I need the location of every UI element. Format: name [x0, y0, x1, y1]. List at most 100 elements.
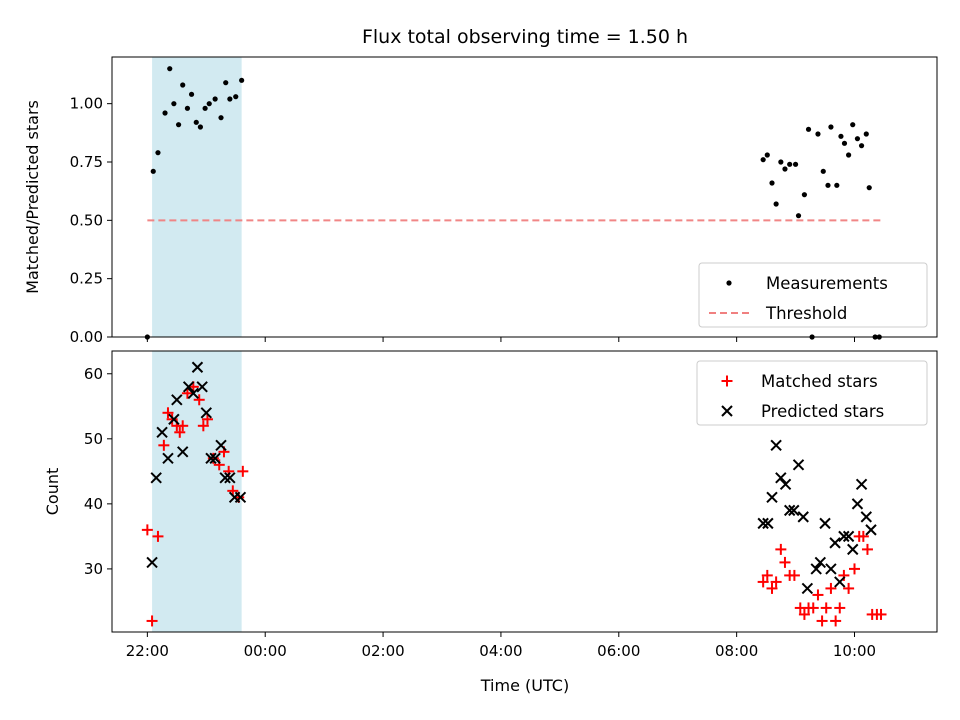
bottom-point	[191, 361, 204, 373]
bottom-point	[146, 556, 158, 569]
top-panel: 0.00 0.25 0.50 0.75 1.00 Matched/Predicted s…	[23, 56, 938, 346]
bottom-point	[171, 394, 183, 406]
bottom-point-b	[847, 543, 859, 556]
bottom-point-b	[834, 576, 846, 588]
bottom-point	[843, 582, 855, 594]
bottom-point	[829, 537, 841, 549]
bottom-plot-frame	[111, 350, 938, 633]
bottom-point-b	[168, 413, 180, 426]
bottom-point-b	[182, 381, 195, 393]
top-point	[212, 96, 218, 102]
top-y-tick-label: 0.25	[70, 270, 103, 288]
bottom-point-b	[162, 452, 174, 465]
bottom-legend-label: Matched stars	[761, 372, 878, 391]
bottom-point	[166, 413, 178, 425]
bottom-point	[830, 615, 842, 627]
top-point	[805, 126, 812, 132]
bottom-point	[847, 543, 859, 556]
top-point	[764, 152, 770, 158]
top-point	[233, 94, 239, 100]
bottom-legend-marker	[721, 405, 733, 417]
top-legend-box	[698, 262, 928, 328]
top-point	[792, 161, 799, 167]
x-tick-label: 06:00	[597, 642, 640, 660]
bottom-point	[788, 504, 800, 517]
bottom-point	[865, 524, 877, 536]
bottom-y-tick-label: 50	[84, 430, 103, 448]
bottom-point	[851, 498, 864, 510]
bottom-point-b	[200, 407, 212, 419]
bottom-point	[237, 465, 249, 477]
bottom-series-0	[141, 381, 887, 627]
bottom-point	[193, 394, 205, 406]
top-plot-frame	[111, 56, 938, 338]
bottom-point	[158, 439, 170, 451]
bottom-point-b	[234, 491, 247, 504]
bottom-point-b	[814, 556, 827, 569]
top-span-rect	[152, 57, 242, 337]
bottom-point	[779, 478, 792, 491]
top-legend-label: Threshold	[765, 304, 847, 323]
top-point	[850, 122, 856, 128]
chart-title: Flux total observing time = 1.50 h	[362, 26, 688, 48]
x-axis-label: Time (UTC)	[480, 676, 569, 695]
top-point	[795, 213, 802, 219]
bottom-point	[807, 602, 819, 614]
top-point	[167, 66, 173, 72]
bottom-point	[187, 387, 200, 399]
bottom-point-b	[757, 517, 769, 530]
bottom-point-b	[156, 426, 168, 439]
bottom-y-tick-label: 40	[84, 495, 103, 513]
bottom-point	[146, 615, 158, 627]
bottom-point-b	[177, 446, 189, 458]
bottom-point-b	[783, 504, 796, 517]
bottom-point-b	[209, 452, 221, 465]
x-tick-label: 02:00	[361, 642, 404, 660]
bottom-point	[209, 452, 221, 465]
bottom-y-tick-label: 60	[84, 365, 103, 383]
bottom-point-b	[196, 381, 208, 393]
bottom-point	[820, 602, 832, 614]
top-y-tick-label: 1.00	[70, 95, 103, 113]
bottom-point-b	[146, 556, 158, 569]
top-legend-label: Measurements	[766, 274, 888, 293]
top-point	[863, 131, 869, 137]
bottom-point	[814, 556, 827, 569]
bottom-point-b	[810, 563, 822, 575]
bottom-point	[757, 576, 769, 588]
x-tick-label: 10:00	[833, 642, 876, 660]
top-point	[188, 91, 195, 97]
top-point	[760, 157, 766, 163]
top-y-ticks: 0.00 0.25 0.50 0.75 1.00	[70, 95, 112, 346]
bottom-series-layer	[141, 361, 887, 627]
bottom-point	[838, 530, 850, 543]
bottom-legend-label: Predicted stars	[761, 402, 884, 421]
bottom-point	[825, 563, 837, 575]
bottom-point	[197, 420, 209, 432]
top-legend: Measurements Threshold	[698, 262, 928, 328]
top-point	[834, 182, 840, 188]
bottom-series-1	[146, 361, 877, 595]
bottom-point	[770, 576, 782, 588]
bottom-point-b	[797, 511, 809, 523]
top-series-layer	[144, 66, 882, 340]
bottom-point-b	[801, 582, 814, 595]
bottom-point	[849, 563, 860, 575]
bottom-point	[234, 491, 247, 504]
bottom-x-ticks: 22:00 00:00 02:00 04:00 06:00 08:00 10:00	[126, 632, 876, 660]
bottom-point-b	[838, 530, 850, 543]
top-point	[206, 101, 212, 107]
bottom-point	[788, 569, 800, 581]
bottom-point	[819, 517, 831, 530]
bottom-point-b	[215, 439, 227, 452]
top-legend-marker	[726, 280, 732, 286]
x-tick-label: 08:00	[715, 642, 758, 660]
top-point	[227, 96, 233, 102]
bottom-point	[834, 576, 846, 588]
bottom-point	[201, 413, 213, 425]
bottom-y-tick-label: 30	[84, 560, 103, 578]
bottom-point	[141, 524, 153, 536]
bottom-point	[757, 517, 769, 530]
bottom-point	[182, 381, 195, 393]
bottom-point	[168, 413, 180, 426]
